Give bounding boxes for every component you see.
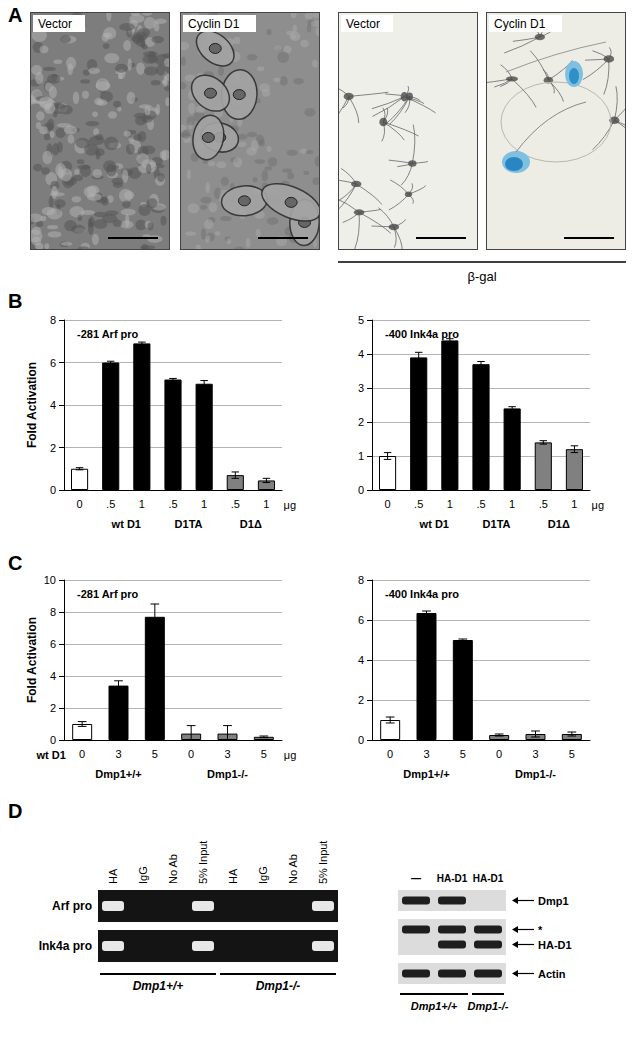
svg-text:Dmp1-/-: Dmp1-/- [515,768,556,780]
svg-text:2: 2 [358,694,364,706]
svg-text:1: 1 [358,450,364,462]
svg-text:.5: .5 [106,498,115,510]
svg-text:8: 8 [50,314,56,326]
svg-text:3: 3 [224,748,230,760]
svg-text:β-gal: β-gal [467,269,496,284]
svg-text:HA: HA [227,868,239,884]
html-text:C: C [8,552,23,574]
svg-text:-281 Arf pro: -281 Arf pro [77,328,139,340]
svg-text:0: 0 [50,484,56,496]
svg-text:Actin: Actin [538,968,566,980]
svg-text:.5: .5 [231,498,240,510]
svg-text:8: 8 [50,606,56,618]
svg-text:4: 4 [50,399,56,411]
svg-text:3: 3 [358,382,364,394]
svg-text:IgG: IgG [137,866,149,884]
svg-text:10: 10 [44,574,56,586]
svg-text:.5: .5 [414,498,423,510]
svg-text:No Ab: No Ab [167,854,179,884]
svg-text:6: 6 [358,614,364,626]
svg-text:8: 8 [358,574,364,586]
svg-text:*: * [538,924,543,936]
svg-text:Dmp1-/-: Dmp1-/- [256,979,301,993]
svg-text:5% Input: 5% Input [317,841,329,884]
svg-text:0: 0 [358,484,364,496]
svg-text:3: 3 [423,748,429,760]
svg-text:5% Input: 5% Input [197,841,209,884]
svg-text:4: 4 [358,654,364,666]
svg-text:3: 3 [532,748,538,760]
svg-text:Dmp1-/-: Dmp1-/- [207,768,248,780]
html-text:A: A [8,4,23,26]
svg-text:Vector: Vector [38,17,72,31]
svg-text:.5: .5 [539,498,548,510]
svg-text:.5: .5 [476,498,485,510]
svg-text:4: 4 [50,670,56,682]
svg-text:5: 5 [460,748,466,760]
svg-text:—: — [411,873,421,884]
svg-text:1: 1 [571,498,577,510]
svg-text:0: 0 [385,498,391,510]
svg-text:Vector: Vector [346,17,380,31]
svg-text:0: 0 [496,748,502,760]
svg-text:0: 0 [358,734,364,746]
svg-text:5: 5 [152,748,158,760]
svg-text:HA: HA [107,868,119,884]
svg-text:Cyclin D1: Cyclin D1 [494,17,546,31]
svg-text:IgG: IgG [257,866,269,884]
svg-text:HA-D1: HA-D1 [473,873,504,884]
svg-text:Dmp1+/+: Dmp1+/+ [403,768,449,780]
svg-text:1: 1 [509,498,515,510]
svg-text:Dmp1-/-: Dmp1-/- [468,1000,509,1012]
svg-text:0: 0 [77,498,83,510]
svg-text:3: 3 [115,748,121,760]
svg-text:μg: μg [284,749,296,761]
html-text:B: B [8,290,23,312]
svg-text:1: 1 [447,498,453,510]
svg-text:wt D1: wt D1 [419,518,449,530]
svg-text:5: 5 [358,314,364,326]
svg-text:D1Δ: D1Δ [240,518,262,530]
svg-text:wt D1: wt D1 [111,518,141,530]
svg-text:HA-D1: HA-D1 [538,939,572,951]
svg-text:4: 4 [358,348,364,360]
svg-text:-400 Ink4a pro: -400 Ink4a pro [385,328,459,340]
svg-text:D1Δ: D1Δ [548,518,570,530]
svg-text:5: 5 [261,748,267,760]
svg-text:Fold Activation: Fold Activation [25,617,39,703]
svg-text:1: 1 [201,498,207,510]
svg-text:2: 2 [50,702,56,714]
svg-text:Ink4a pro: Ink4a pro [39,939,92,953]
svg-text:0: 0 [79,748,85,760]
svg-text:0: 0 [188,748,194,760]
svg-text:2: 2 [358,416,364,428]
svg-text:-281 Arf pro: -281 Arf pro [77,588,139,600]
svg-text:wt D1: wt D1 [35,749,65,761]
svg-text:1: 1 [139,498,145,510]
svg-text:0: 0 [387,748,393,760]
svg-text:μg: μg [592,499,604,511]
svg-text:2: 2 [50,442,56,454]
svg-text:D1TA: D1TA [483,518,511,530]
svg-text:.5: .5 [168,498,177,510]
svg-text:μg: μg [284,499,296,511]
svg-text:Cyclin D1: Cyclin D1 [188,17,240,31]
svg-text:Dmp1+/+: Dmp1+/+ [95,768,141,780]
html-text:D: D [8,800,23,822]
svg-text:Arf pro: Arf pro [52,899,92,913]
svg-text:Dmp1+/+: Dmp1+/+ [133,979,184,993]
svg-text:Fold Activation: Fold Activation [25,362,39,448]
svg-text:-400 Ink4a pro: -400 Ink4a pro [385,588,459,600]
svg-text:Dmp1+/+: Dmp1+/+ [411,1000,458,1012]
svg-text:5: 5 [569,748,575,760]
svg-text:D1TA: D1TA [175,518,203,530]
svg-text:No Ab: No Ab [287,854,299,884]
svg-text:Dmp1: Dmp1 [538,895,569,907]
svg-text:6: 6 [50,357,56,369]
svg-text:6: 6 [50,638,56,650]
svg-text:1: 1 [263,498,269,510]
svg-text:0: 0 [50,734,56,746]
svg-text:HA-D1: HA-D1 [437,873,468,884]
